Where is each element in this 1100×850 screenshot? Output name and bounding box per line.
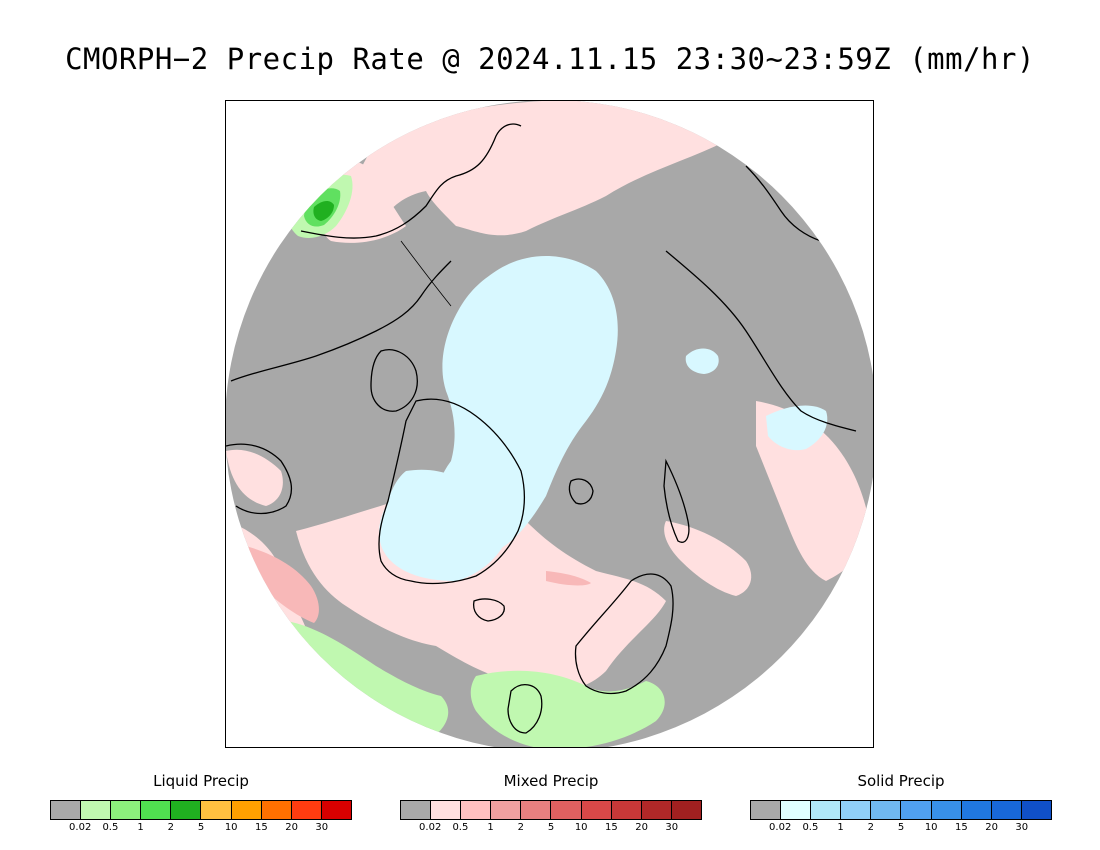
legend-swatch <box>811 801 842 819</box>
legend-tick-label: 0.5 <box>102 822 119 833</box>
legend-swatch <box>51 801 82 819</box>
legend-swatch <box>171 801 202 819</box>
legend-swatch <box>611 801 642 819</box>
solid-precip-greenland <box>379 469 508 581</box>
legend-swatch <box>201 801 232 819</box>
legend-tick-label: 2 <box>517 822 524 833</box>
legend-tick-label: 15 <box>955 822 968 833</box>
coastline-arctic-archipelago <box>370 349 418 412</box>
page-title: CMORPH−2 Precip Rate @ 2024.11.15 23:30~… <box>65 42 1035 76</box>
legend-swatch <box>291 801 322 819</box>
legend-tick-label: 1 <box>137 822 144 833</box>
polar-map <box>225 100 874 748</box>
legend-tick-label: 0.5 <box>802 822 819 833</box>
coastline-siberia <box>665 250 857 432</box>
coastline-british-isles <box>507 684 543 734</box>
legend-swatch <box>551 801 582 819</box>
legend-swatch <box>1021 801 1051 819</box>
legend-swatch <box>521 801 552 819</box>
legend-mixed-precip: Mixed Precip 0.02 0.5 1 2 5 10 15 20 30 <box>400 772 702 836</box>
coastline-novaya-zemlya <box>663 458 690 543</box>
legend-ticks: 0.02 0.5 1 2 5 10 15 20 30 <box>400 822 702 836</box>
coastlines <box>226 123 857 734</box>
solid-precip-central-arctic <box>435 256 618 553</box>
legend-solid-precip: Solid Precip 0.02 0.5 1 2 5 10 15 20 30 <box>750 772 1052 836</box>
legend-tick-label: 30 <box>665 822 679 833</box>
legend-swatch <box>901 801 932 819</box>
border-alaska-canada <box>400 240 452 307</box>
liquid-precip-europe <box>470 670 665 747</box>
legend-title: Mixed Precip <box>503 772 599 790</box>
legend-tick-label: 1 <box>837 822 844 833</box>
legend-tick-label: 2 <box>867 822 874 833</box>
legend-tick-label: 20 <box>635 822 648 833</box>
legend-tick-label: 15 <box>255 822 268 833</box>
legend-swatch <box>991 801 1022 819</box>
coastline-alaska <box>300 123 522 239</box>
legend-swatch <box>401 801 432 819</box>
legend-title: Solid Precip <box>857 772 945 790</box>
legend-swatch <box>641 801 672 819</box>
legend-tick-label: 20 <box>985 822 998 833</box>
legend-tick-label: 2 <box>167 822 174 833</box>
mixed-precip-scandinavia-west <box>484 571 592 677</box>
legend-swatch <box>321 801 351 819</box>
mixed-precip-hudson <box>226 449 283 506</box>
legend-swatch <box>841 801 872 819</box>
legend-swatch <box>261 801 292 819</box>
legend-swatch <box>871 801 902 819</box>
legend-tick-label: 30 <box>1015 822 1029 833</box>
legend-tick-label: 10 <box>924 822 938 833</box>
legend-swatch <box>671 801 701 819</box>
legend-tick-label: 15 <box>605 822 618 833</box>
liquid-precip-gulf-of-alaska-dark <box>313 201 334 221</box>
legend-liquid-precip: Liquid Precip 0.02 0.5 1 2 5 10 15 20 30 <box>50 772 352 836</box>
legend-tick-label: 0.02 <box>419 822 442 833</box>
mixed-precip-north-pacific <box>336 101 726 240</box>
precip-map-canvas <box>226 101 873 747</box>
legend-swatch <box>931 801 962 819</box>
coastline-canada-arctic <box>230 260 452 382</box>
legend-swatch <box>461 801 492 819</box>
coastline-iceland <box>472 598 505 622</box>
legend-colorbar <box>750 800 1052 820</box>
legend-tick-label: 0.02 <box>769 822 792 833</box>
legend-swatch <box>751 801 782 819</box>
legend-title: Liquid Precip <box>153 772 249 790</box>
legend-swatch <box>431 801 462 819</box>
mixed-precip-streak-2 <box>546 571 591 586</box>
legend-tick-label: 20 <box>285 822 298 833</box>
legend-tick-label: 30 <box>315 822 329 833</box>
legend-tick-label: 5 <box>897 822 905 833</box>
coastline-scandinavia <box>574 573 674 695</box>
mixed-precip-streak <box>245 546 319 623</box>
coastline-svalbard <box>568 478 594 505</box>
legend-tick-label: 0.5 <box>452 822 469 833</box>
legend-tick-label: 5 <box>197 822 205 833</box>
legend-swatch <box>781 801 812 819</box>
solid-precip-patch-1 <box>685 348 719 374</box>
coastline-hudson-bay <box>226 443 293 515</box>
legend-colorbar <box>400 800 702 820</box>
legend-tick-label: 10 <box>574 822 588 833</box>
legend-swatch <box>81 801 112 819</box>
legend-swatch <box>581 801 612 819</box>
legend-swatch <box>961 801 992 819</box>
legend-swatch <box>111 801 142 819</box>
legend-colorbar <box>50 800 352 820</box>
legend-ticks: 0.02 0.5 1 2 5 10 15 20 30 <box>50 822 352 836</box>
coastline-kamchatka <box>745 165 822 242</box>
legend-ticks: 0.02 0.5 1 2 5 10 15 20 30 <box>750 822 1052 836</box>
legend-tick-label: 0.02 <box>69 822 92 833</box>
legend-swatch <box>141 801 172 819</box>
coastline-greenland <box>378 398 526 585</box>
legend-swatch <box>231 801 262 819</box>
legend-tick-label: 1 <box>487 822 494 833</box>
legend-tick-label: 10 <box>224 822 238 833</box>
legend-tick-label: 5 <box>547 822 555 833</box>
legend-swatch <box>491 801 522 819</box>
